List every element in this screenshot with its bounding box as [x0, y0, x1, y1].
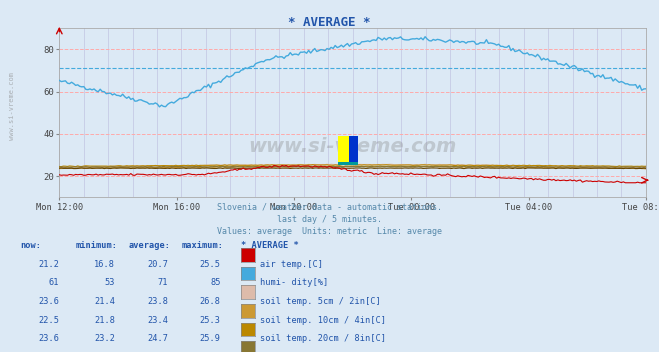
Text: minimum:: minimum:: [76, 241, 118, 250]
Text: www.si-vreme.com: www.si-vreme.com: [248, 137, 457, 156]
Text: 16.8: 16.8: [94, 260, 115, 269]
Text: Values: average  Units: metric  Line: average: Values: average Units: metric Line: aver…: [217, 227, 442, 236]
Bar: [338, 136, 349, 165]
Text: 23.8: 23.8: [147, 297, 168, 306]
Text: 85: 85: [210, 278, 221, 288]
Text: 23.6: 23.6: [38, 297, 59, 306]
Text: now:: now:: [20, 241, 41, 250]
Text: 23.2: 23.2: [94, 334, 115, 344]
Text: 23.6: 23.6: [38, 334, 59, 344]
Text: average:: average:: [129, 241, 171, 250]
Bar: [338, 162, 358, 165]
Text: 25.3: 25.3: [200, 316, 221, 325]
Text: soil temp. 20cm / 8in[C]: soil temp. 20cm / 8in[C]: [260, 334, 386, 344]
Text: 25.5: 25.5: [200, 260, 221, 269]
Text: 53: 53: [105, 278, 115, 288]
Text: 21.2: 21.2: [38, 260, 59, 269]
Text: 21.8: 21.8: [94, 316, 115, 325]
Text: 21.4: 21.4: [94, 297, 115, 306]
Text: soil temp. 5cm / 2in[C]: soil temp. 5cm / 2in[C]: [260, 297, 381, 306]
Text: humi- dity[%]: humi- dity[%]: [260, 278, 329, 288]
Text: 26.8: 26.8: [200, 297, 221, 306]
Text: soil temp. 10cm / 4in[C]: soil temp. 10cm / 4in[C]: [260, 316, 386, 325]
Text: Slovenia / weather data - automatic stations.: Slovenia / weather data - automatic stat…: [217, 202, 442, 212]
Text: www.si-vreme.com: www.si-vreme.com: [9, 71, 15, 140]
Text: * AVERAGE *: * AVERAGE *: [288, 16, 371, 29]
Text: 23.4: 23.4: [147, 316, 168, 325]
Text: 22.5: 22.5: [38, 316, 59, 325]
Text: 25.9: 25.9: [200, 334, 221, 344]
Text: 61: 61: [49, 278, 59, 288]
Text: 71: 71: [158, 278, 168, 288]
Bar: [349, 136, 358, 165]
Text: maximum:: maximum:: [181, 241, 223, 250]
Text: 20.7: 20.7: [147, 260, 168, 269]
Text: 24.7: 24.7: [147, 334, 168, 344]
Text: * AVERAGE *: * AVERAGE *: [241, 241, 299, 250]
Text: air temp.[C]: air temp.[C]: [260, 260, 324, 269]
Text: last day / 5 minutes.: last day / 5 minutes.: [277, 215, 382, 224]
